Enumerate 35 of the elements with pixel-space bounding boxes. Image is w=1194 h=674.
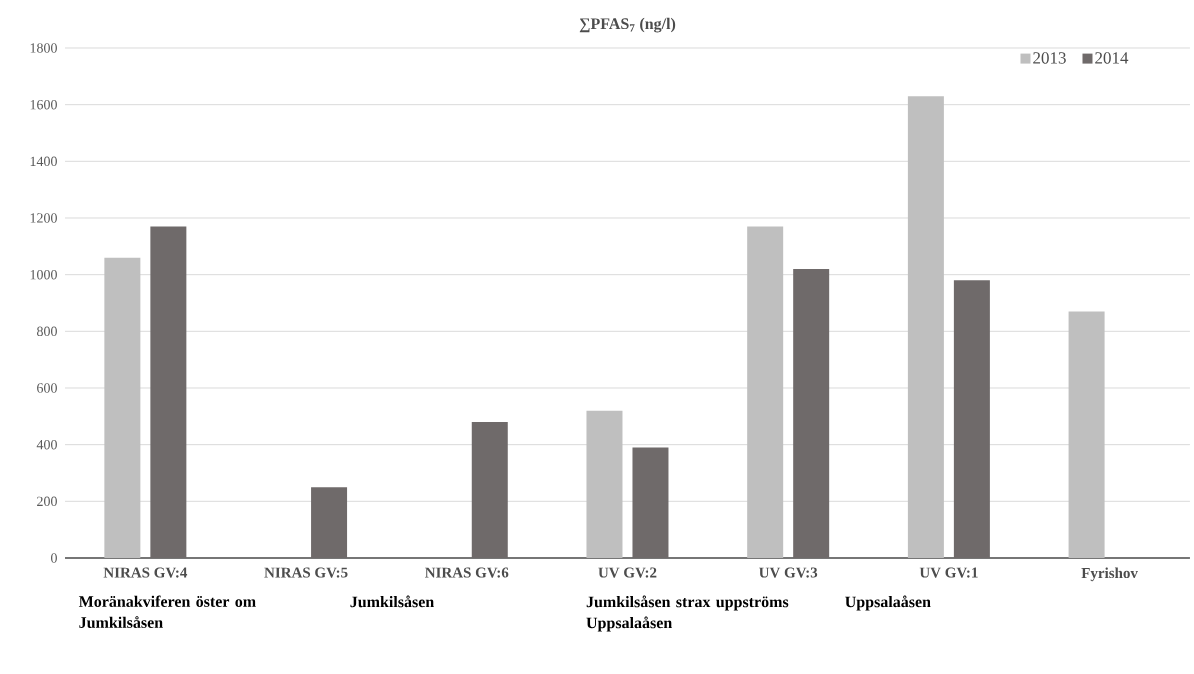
y-tick-label: 1600 — [30, 99, 57, 110]
legend-label: 2013 — [1033, 52, 1066, 64]
bar — [586, 410, 623, 558]
bar — [471, 421, 508, 558]
bar — [632, 447, 669, 558]
text: Uppsalaåsen — [845, 595, 931, 611]
text: Jumkilsåsen — [350, 595, 434, 608]
y-tick-label: 1200 — [30, 213, 57, 223]
y-tick-label: 0 — [51, 553, 57, 563]
bar — [311, 487, 348, 558]
x-tick-label: Fyrishov — [1081, 567, 1138, 582]
y-tick-label: 1000 — [30, 269, 57, 280]
bar — [953, 280, 990, 558]
y-tick-label: 400 — [36, 439, 57, 450]
legend-label: 2014 — [1095, 52, 1129, 64]
x-tick-label: UV GV:2 — [598, 567, 657, 578]
bar — [793, 268, 830, 558]
chart-title: ∑PFAS$_{7}$ (ng/l) — [579, 17, 676, 33]
text: Moränakviferen öster om Jumkilsåsen — [78, 595, 256, 628]
bar — [150, 226, 187, 558]
x-tick-label: NIRAS GV:6 — [425, 567, 509, 578]
y-tick-label: 800 — [37, 326, 57, 337]
bar — [747, 226, 784, 558]
bar — [907, 96, 944, 558]
bar — [1068, 311, 1105, 558]
x-tick-label: UV GV:1 — [919, 567, 978, 578]
y-tick-label: 1400 — [30, 156, 57, 167]
text: Jumkilsåsen strax uppströms Uppsalaåsen — [586, 595, 789, 632]
x-tick-label: NIRAS GV:5 — [264, 567, 348, 578]
x-tick-label: UV GV:3 — [759, 567, 818, 578]
y-tick-label: 200 — [37, 496, 57, 507]
x-tick-label: NIRAS GV:4 — [103, 567, 188, 578]
y-tick-label: 1800 — [30, 43, 57, 53]
y-tick-label: 600 — [37, 383, 57, 393]
bar — [104, 257, 141, 558]
